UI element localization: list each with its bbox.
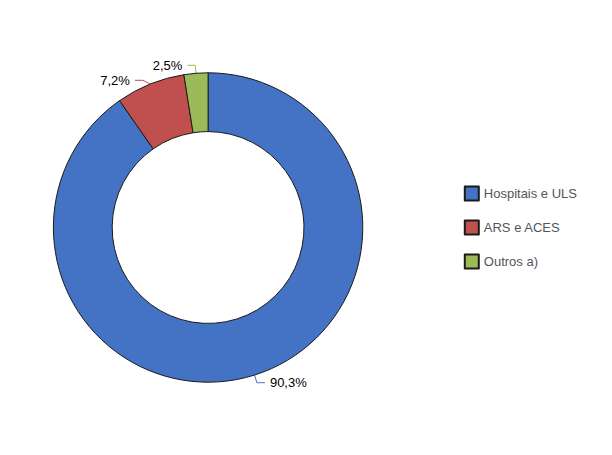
svg-text:Hospitais e ULS: Hospitais e ULS [484,186,578,201]
svg-text:Outros a): Outros a) [484,254,538,269]
svg-text:ARS e ACES: ARS e ACES [484,220,560,235]
svg-text:90,3%: 90,3% [270,375,307,390]
svg-text:7,2%: 7,2% [100,73,130,88]
svg-text:2,5%: 2,5% [153,58,183,73]
